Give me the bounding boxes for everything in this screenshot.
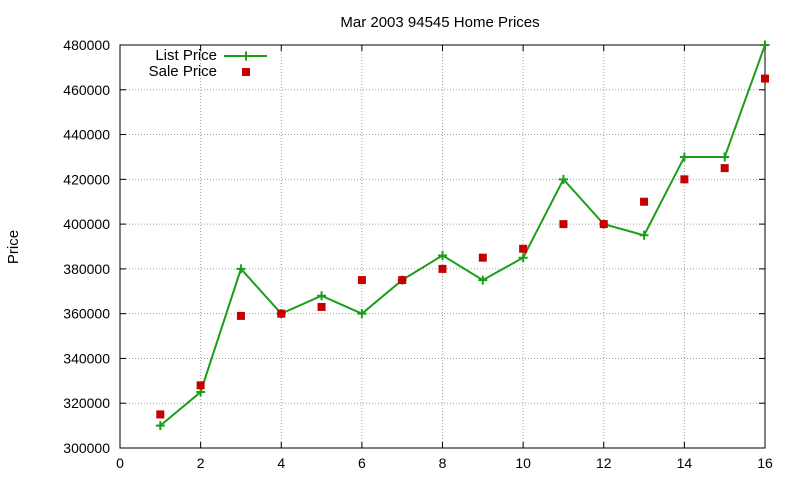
x-tick-label: 12 (596, 455, 612, 471)
sale-price-point (559, 220, 568, 229)
y-tick-label: 360000 (63, 306, 110, 322)
sale-price-point (398, 276, 407, 285)
list-price-point (438, 250, 447, 260)
sale-price-point (236, 311, 245, 320)
list-price-line (159, 44, 766, 427)
x-tick-label: 2 (197, 455, 205, 471)
sale-price-point (680, 175, 689, 184)
list-price-point (236, 264, 246, 274)
chart-title: Mar 2003 94545 Home Prices (340, 14, 539, 31)
y-tick-label: 380000 (63, 261, 110, 277)
x-tick-label: 10 (515, 455, 531, 471)
grid (120, 45, 765, 448)
sale-price-point (478, 253, 487, 262)
x-tick-label: 14 (677, 455, 693, 471)
legend-label-sale-price: Sale Price (149, 63, 217, 80)
legend-label-list-price: List Price (155, 47, 217, 64)
ticks: 0 2 4 6 8 10 12 14 16 300000 320000 340000 360000 380… (63, 37, 773, 471)
y-tick-label: 340000 (63, 350, 110, 366)
sale-price-point (277, 309, 286, 318)
y-tick-label: 320000 (63, 395, 110, 411)
x-tick-label: 4 (277, 455, 285, 471)
list-price-point (760, 40, 770, 50)
x-tick-label: 16 (757, 455, 773, 471)
sale-price-point (357, 276, 366, 285)
y-tick-label: 300000 (63, 440, 110, 456)
y-tick-label: 460000 (63, 82, 110, 98)
sale-price-point (599, 220, 608, 229)
list-price-point (720, 152, 730, 162)
legend: List Price Sale Price (149, 47, 267, 80)
list-price-point (317, 291, 327, 301)
x-tick-label: 0 (116, 455, 124, 471)
list-price-point (679, 152, 689, 162)
x-tick-label: 8 (439, 455, 447, 471)
series (155, 40, 770, 431)
sale-price-point (519, 244, 528, 253)
sale-price-point (438, 264, 447, 273)
list-price-point (478, 275, 488, 285)
y-tick-label: 400000 (63, 216, 110, 232)
y-tick-label: 440000 (63, 127, 110, 143)
legend-marker-list-price (241, 51, 251, 61)
list-price-point (357, 309, 367, 319)
sale-price-point (720, 164, 729, 173)
sale-price-point (761, 74, 769, 83)
y-tick-label: 420000 (63, 171, 110, 187)
list-price-point (558, 174, 568, 184)
legend-marker-sale-price (242, 68, 250, 76)
sale-price-point (196, 381, 205, 390)
list-price-point (639, 230, 649, 240)
y-tick-label: 480000 (63, 37, 110, 53)
sale-price-point (317, 302, 326, 311)
list-price-point (518, 253, 528, 263)
list-price-point (155, 421, 165, 431)
y-axis-label: Price (5, 230, 22, 264)
sale-price-point (640, 197, 649, 206)
sale-price-point (156, 410, 165, 419)
x-tick-label: 6 (358, 455, 366, 471)
